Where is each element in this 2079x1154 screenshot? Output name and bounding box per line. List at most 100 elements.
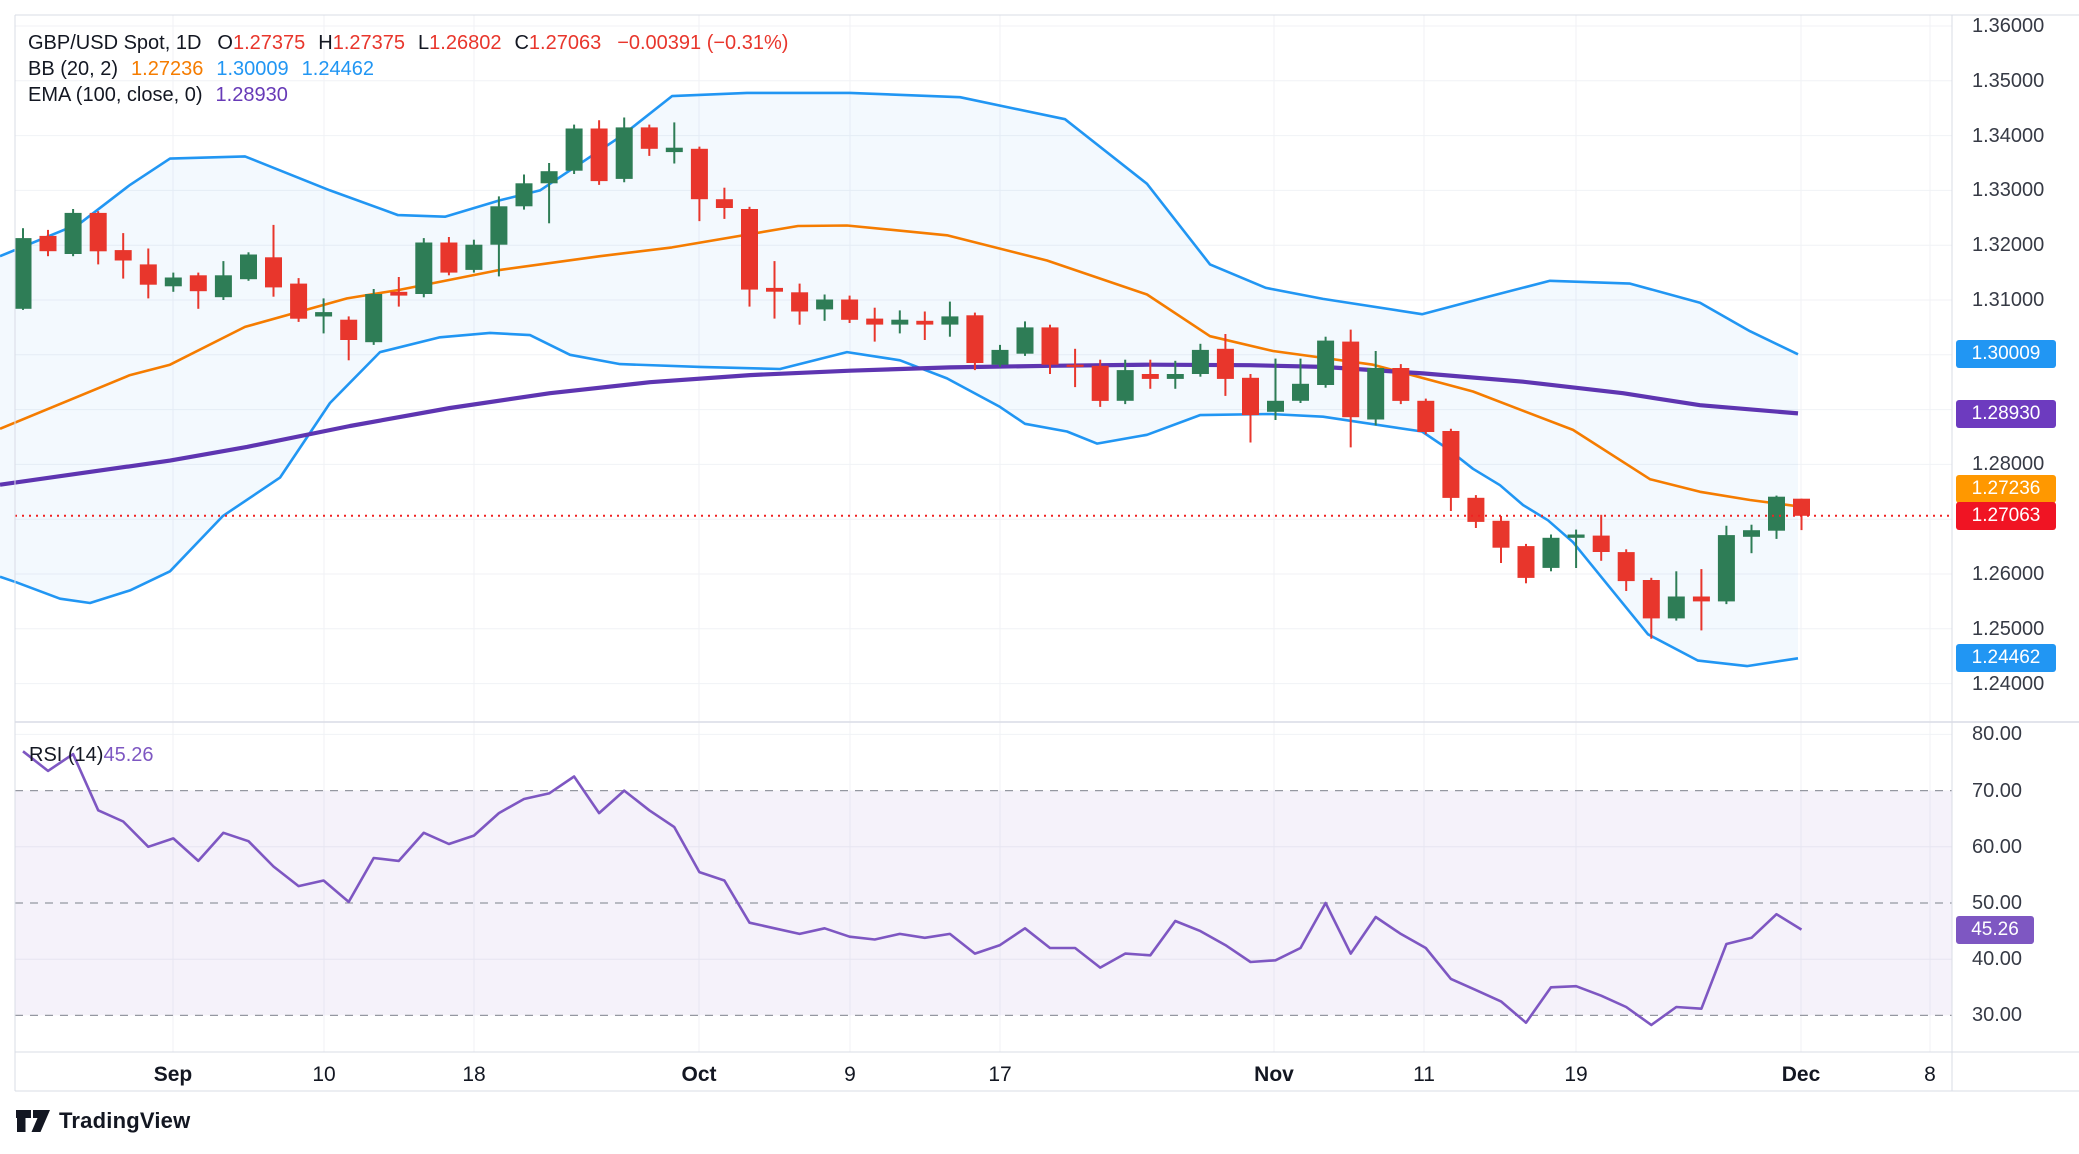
time-axis-label: 18 bbox=[462, 1063, 486, 1086]
candle-body bbox=[214, 275, 232, 298]
candle-body bbox=[1367, 368, 1385, 420]
time-axis-label: 17 bbox=[988, 1063, 1012, 1086]
candle-body bbox=[991, 349, 1009, 365]
ema-value: 1.28930 bbox=[215, 84, 288, 106]
rsi-badge: 45.26 bbox=[1956, 916, 2034, 944]
candle-body bbox=[841, 299, 859, 320]
rsi-axis-label: 50.00 bbox=[1972, 892, 2023, 914]
time-axis-label: 11 bbox=[1413, 1063, 1435, 1086]
candle-body bbox=[1141, 374, 1159, 379]
candle-body bbox=[741, 209, 758, 290]
candle-body bbox=[816, 299, 834, 310]
price-axis-label: 1.31000 bbox=[1972, 289, 2045, 311]
candle-body bbox=[1216, 348, 1234, 379]
candle-body bbox=[690, 148, 708, 200]
rsi-axis-label: 60.00 bbox=[1972, 836, 2023, 858]
candles-series[interactable] bbox=[14, 117, 1811, 639]
low-value: 1.26802 bbox=[429, 32, 502, 54]
candle-body bbox=[515, 183, 533, 207]
candle-body bbox=[715, 199, 733, 208]
legend-row-ema[interactable]: EMA (100, close, 0) 1.28930 bbox=[28, 82, 788, 108]
candle-body bbox=[265, 257, 282, 288]
price-axis-label: 1.28000 bbox=[1972, 453, 2045, 475]
candle-body bbox=[1191, 349, 1209, 374]
bb-label: BB (20, 2) bbox=[28, 58, 119, 80]
candle-body bbox=[465, 244, 483, 270]
candle-body bbox=[490, 206, 508, 245]
candle-body bbox=[766, 287, 783, 292]
candle-body bbox=[966, 315, 984, 363]
tradingview-logo-icon bbox=[16, 1110, 50, 1132]
rsi-line bbox=[22, 750, 1803, 1027]
candle-body bbox=[1617, 552, 1635, 582]
candle-body bbox=[39, 235, 57, 252]
rsi-legend[interactable]: RSI (14)45.26 bbox=[29, 742, 154, 768]
candle-body bbox=[590, 128, 608, 182]
symbol-title: GBP/USD Spot, 1D bbox=[28, 32, 202, 54]
candle-body bbox=[540, 171, 558, 184]
candle-body bbox=[390, 291, 408, 296]
high-label: H bbox=[318, 32, 333, 54]
rsi-level-lines bbox=[15, 789, 1952, 1017]
price-axis-label: 1.36000 bbox=[1972, 15, 2045, 37]
candle-body bbox=[1442, 431, 1460, 498]
price-axis-label: 1.33000 bbox=[1972, 179, 2045, 201]
bollinger-upper-line bbox=[0, 91, 1799, 356]
candle-body bbox=[1743, 530, 1760, 537]
pane-borders bbox=[14, 14, 2079, 1092]
time-axis-label: Nov bbox=[1254, 1063, 1294, 1086]
price-badge: 1.27236 bbox=[1956, 475, 2056, 503]
candle-body bbox=[1242, 377, 1259, 416]
candle-body bbox=[1692, 596, 1710, 602]
time-axis-label: 19 bbox=[1564, 1063, 1588, 1086]
open-value: 1.27375 bbox=[232, 32, 306, 54]
candle-body bbox=[1091, 365, 1109, 401]
candle-body bbox=[640, 127, 658, 149]
price-badge: 1.24462 bbox=[1956, 644, 2056, 672]
candle-body bbox=[1642, 580, 1660, 619]
candle-body bbox=[1417, 400, 1435, 432]
price-badge: 1.28930 bbox=[1956, 400, 2056, 428]
candle-body bbox=[1492, 520, 1510, 548]
bollinger-fill bbox=[0, 92, 1798, 667]
ema-label: EMA (100, close, 0) bbox=[28, 84, 203, 106]
candle-body bbox=[1517, 546, 1535, 578]
candle-body bbox=[89, 212, 107, 252]
candle-body bbox=[415, 242, 433, 294]
candle-body bbox=[1267, 400, 1284, 412]
legend-row-bb[interactable]: BB (20, 2) 1.27236 1.30009 1.24462 bbox=[28, 56, 788, 82]
candle-body bbox=[665, 147, 683, 153]
candle-body bbox=[1793, 498, 1810, 516]
tradingview-logo[interactable]: TradingView bbox=[16, 1108, 190, 1134]
candle-body bbox=[1292, 383, 1309, 401]
candle-body bbox=[791, 292, 809, 312]
candle-body bbox=[1567, 534, 1585, 538]
candle-body bbox=[1066, 364, 1084, 367]
candle-body bbox=[1592, 535, 1610, 552]
candle-body bbox=[1542, 537, 1560, 568]
legend-row-symbol[interactable]: GBP/USD Spot, 1D O1.27375 H1.27375 L1.26802… bbox=[28, 30, 788, 56]
ema-line bbox=[0, 362, 1799, 487]
candle-body bbox=[365, 294, 383, 343]
price-badge: 1.30009 bbox=[1956, 340, 2056, 368]
candle-body bbox=[1317, 340, 1335, 385]
candle-body bbox=[340, 319, 358, 340]
price-axis-label: 1.35000 bbox=[1972, 70, 2045, 92]
candle-body bbox=[866, 318, 884, 325]
price-axis-label: 1.26000 bbox=[1972, 563, 2045, 585]
change-value: −0.00391 (−0.31%) bbox=[617, 32, 789, 54]
rsi-axis-label: 40.00 bbox=[1972, 948, 2023, 970]
rsi-axis-label: 80.00 bbox=[1972, 723, 2023, 745]
rsi-axis-label: 70.00 bbox=[1972, 780, 2023, 802]
candle-body bbox=[189, 275, 207, 292]
tradingview-logo-text: TradingView bbox=[59, 1108, 191, 1133]
candle-body bbox=[64, 212, 82, 254]
bollinger-basis-line bbox=[0, 224, 1799, 508]
candle-body bbox=[240, 254, 257, 280]
time-axis-label: Dec bbox=[1781, 1063, 1821, 1086]
bb-upper-value: 1.30009 bbox=[216, 58, 289, 80]
close-value: 1.27063 bbox=[528, 32, 602, 54]
price-axis-label: 1.32000 bbox=[1972, 234, 2045, 256]
